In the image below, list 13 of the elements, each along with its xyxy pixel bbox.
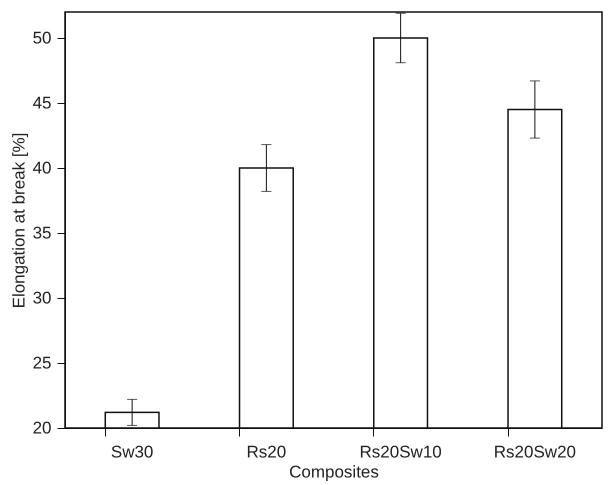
y-tick-label: 35 [32, 224, 52, 242]
y-tick-label: 30 [32, 288, 52, 308]
y-tick-label: 45 [32, 94, 52, 112]
y-tick-label: 40 [32, 158, 52, 178]
y-tick-label: 20 [32, 418, 52, 438]
y-tick-label: 50 [32, 28, 52, 48]
x-tick-label: Sw30 [110, 442, 154, 462]
x-tick-label: Rs20Sw10 [360, 442, 442, 462]
x-tick-label: Rs20Sw20 [494, 442, 576, 462]
x-axis-title: Composites [289, 462, 379, 482]
y-tick-label: 25 [32, 354, 52, 372]
y-axis-title: Elongation at break [%] [10, 132, 29, 308]
x-tick-label: Rs20 [246, 442, 286, 462]
